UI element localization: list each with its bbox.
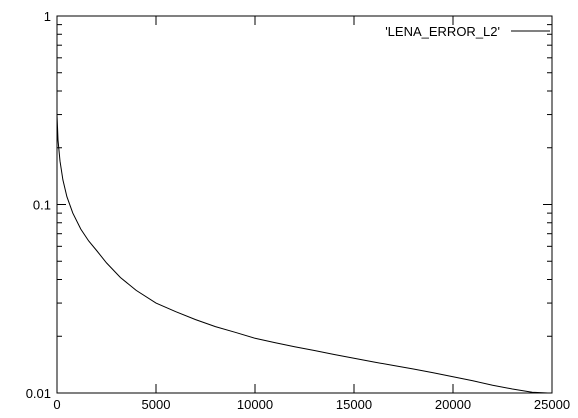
x-tick-label: 15000 (336, 397, 372, 412)
series-line (56, 114, 549, 394)
y-tick-label: 0.01 (26, 386, 51, 401)
x-tick-label: 10000 (237, 397, 273, 412)
legend-label: 'LENA_ERROR_L2' (385, 24, 500, 39)
plot-frame (56, 15, 553, 394)
x-tick-label: 25000 (534, 397, 570, 412)
legend: 'LENA_ERROR_L2' (385, 24, 550, 39)
x-tick-label: 20000 (435, 397, 471, 412)
x-tick-label: 5000 (142, 397, 171, 412)
x-tick-label: 0 (53, 397, 60, 412)
y-tick-label: 0.1 (33, 198, 51, 213)
y-tick-label: 1 (44, 9, 51, 24)
